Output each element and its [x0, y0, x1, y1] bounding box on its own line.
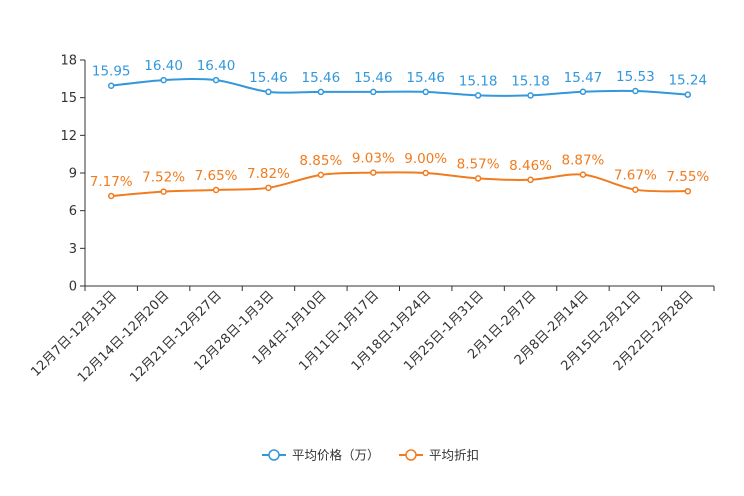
data-label: 16.40	[197, 58, 236, 74]
data-label: 8.85%	[299, 153, 342, 169]
data-label: 7.65%	[195, 168, 238, 184]
x-tick-label: 12月21日-12月27日	[127, 288, 224, 385]
data-point[interactable]	[632, 87, 639, 95]
data-label: 7.82%	[247, 166, 290, 182]
data-point[interactable]	[370, 88, 377, 96]
data-point[interactable]	[579, 88, 587, 96]
y-tick-label: 18	[60, 54, 77, 69]
data-point[interactable]	[160, 76, 167, 84]
data-point[interactable]	[265, 184, 272, 192]
x-tick-label: 12月14日-12月20日	[75, 288, 172, 385]
legend-item-1[interactable]: 平均价格（万）	[262, 448, 380, 463]
data-point[interactable]	[684, 187, 692, 195]
data-label: 15.18	[511, 73, 550, 89]
data-label: 15.46	[249, 70, 288, 86]
data-label: 7.17%	[90, 174, 133, 190]
data-label: 9.00%	[404, 151, 447, 167]
data-point[interactable]	[160, 188, 167, 195]
chart-legend[interactable]: 平均价格（万） 平均折扣	[262, 448, 479, 463]
series-2: 7.17% 7.52% 7.65% 7.82% 8.85% 9.03% 9.00% 8.57%…	[90, 151, 709, 200]
x-tick-label: 12月7日-12月13日	[28, 288, 120, 380]
data-point[interactable]	[474, 175, 482, 182]
data-label: 15.46	[302, 70, 341, 86]
data-point[interactable]	[579, 171, 587, 178]
series-line	[111, 78, 688, 97]
y-tick-label: 15	[60, 91, 77, 106]
data-point[interactable]	[107, 192, 115, 200]
y-tick-label: 0	[69, 280, 77, 295]
data-point[interactable]	[527, 92, 534, 99]
chart-series: 15.95 16.40 16.40 15.46 15.46 15.46 15.46 15.18…	[90, 58, 709, 200]
y-tick-label: 9	[69, 167, 77, 182]
data-label: 8.46%	[509, 158, 552, 174]
series-line	[111, 171, 688, 197]
data-label: 9.03%	[352, 151, 395, 167]
data-label: 7.52%	[142, 170, 185, 186]
data-point[interactable]	[212, 186, 220, 194]
data-label: 15.46	[354, 70, 393, 86]
data-label: 15.18	[459, 73, 498, 89]
data-label: 7.67%	[614, 168, 657, 184]
y-tick-label: 3	[69, 242, 77, 257]
data-point[interactable]	[632, 186, 639, 193]
data-point[interactable]	[317, 88, 325, 96]
y-tick-label: 12	[60, 129, 77, 144]
data-point[interactable]	[527, 176, 534, 184]
legend-item-2[interactable]: 平均折扣	[399, 448, 479, 463]
data-label: 15.47	[564, 70, 603, 86]
legend-label: 平均价格（万）	[292, 448, 380, 463]
data-label: 15.46	[406, 70, 445, 86]
data-label: 15.53	[616, 69, 655, 85]
legend-label: 平均折扣	[429, 448, 479, 463]
data-label: 8.87%	[562, 153, 605, 169]
data-point[interactable]	[684, 91, 692, 98]
legend-marker	[405, 449, 417, 461]
data-point[interactable]	[107, 82, 115, 89]
data-point[interactable]	[422, 88, 429, 96]
data-point[interactable]	[317, 171, 325, 179]
data-label: 15.24	[668, 73, 707, 89]
data-label: 16.40	[144, 58, 183, 74]
series-1: 15.95 16.40 16.40 15.46 15.46 15.46 15.46 15.18…	[92, 58, 707, 99]
data-label: 15.95	[92, 64, 131, 80]
data-point[interactable]	[265, 88, 272, 96]
data-point[interactable]	[212, 76, 220, 84]
data-label: 7.55%	[666, 169, 709, 185]
chart-axes: 0 3 6 9 12 15 18 12月7日-12月13日12月14日-12月20日12月21…	[28, 54, 715, 386]
y-tick-label: 6	[69, 204, 77, 219]
data-label: 8.57%	[457, 156, 500, 172]
data-point[interactable]	[474, 92, 482, 99]
data-point[interactable]	[370, 169, 377, 176]
legend-marker	[268, 449, 280, 461]
data-point[interactable]	[422, 169, 429, 177]
